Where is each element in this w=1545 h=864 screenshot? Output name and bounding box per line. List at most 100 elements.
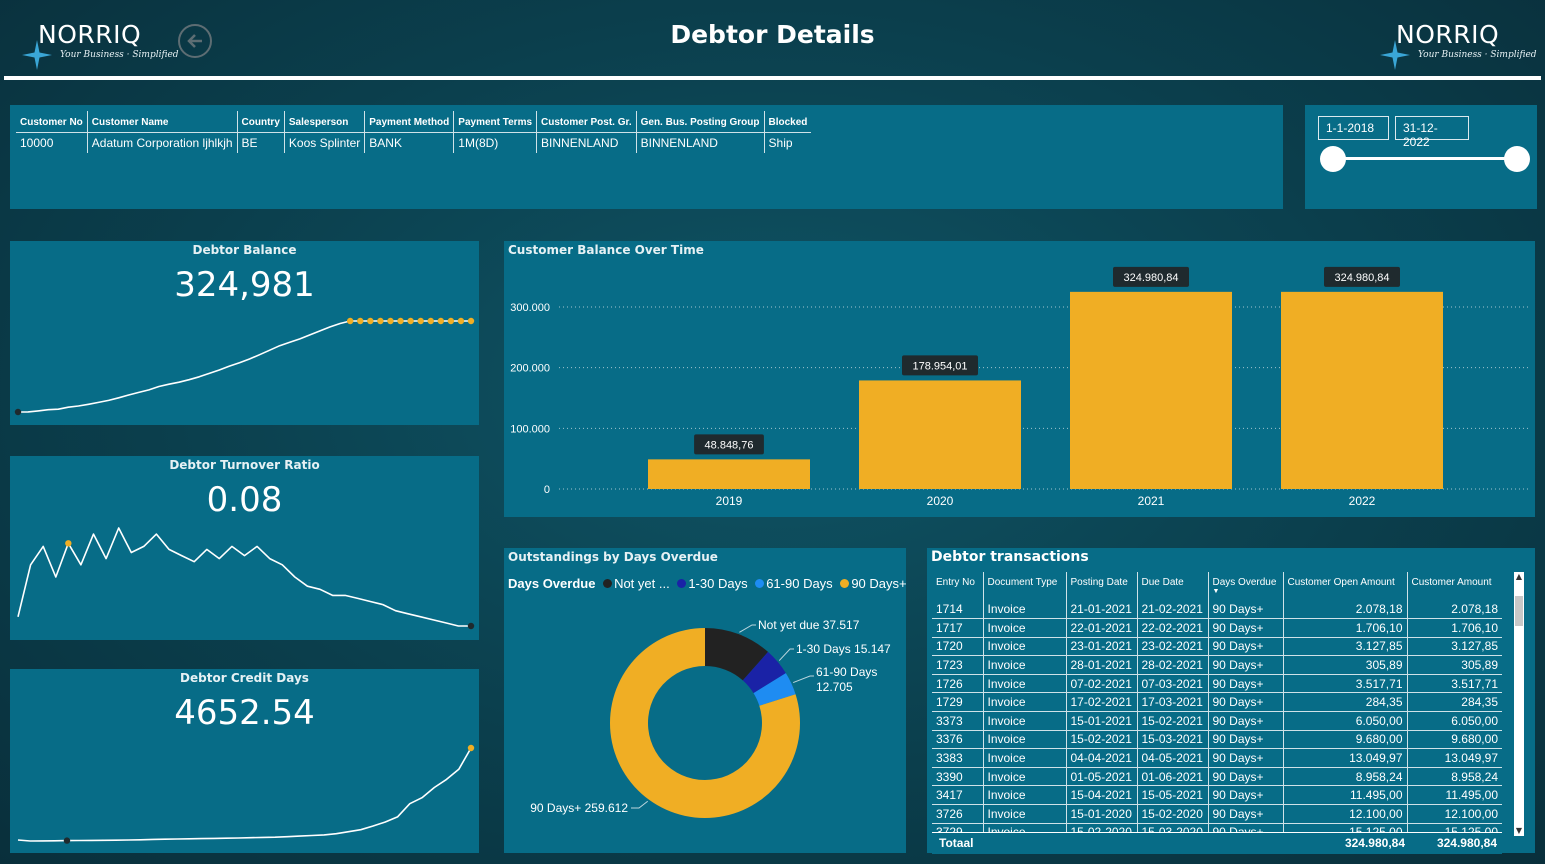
table-cell: 9.680,00 [1407, 730, 1502, 750]
y-tick-label: 300.000 [510, 302, 550, 314]
leader-line [631, 800, 649, 809]
table-cell: 13.049,97 [1283, 748, 1408, 768]
table-row[interactable]: 1723 Invoice 28-01-2021 28-02-2021 90 Days+ 3… [932, 655, 1502, 675]
table-cell: 8.958,24 [1283, 767, 1408, 787]
transactions-table-wrap: Entry No Document Type Posting Date Due Dat… [932, 572, 1502, 854]
scroll-thumb[interactable] [1515, 596, 1523, 626]
data-label: 48.848,76 [705, 439, 754, 451]
table-cell: 90 Days+ [1208, 692, 1284, 713]
table-row[interactable]: 3390 Invoice 01-05-2021 01-06-2021 90 Days+ 8… [932, 767, 1502, 787]
table-cell: Invoice [983, 785, 1067, 806]
table-cell: 3383 [932, 748, 984, 768]
column-header: Payment Terms [453, 111, 538, 133]
table-cell: 17-03-2021 [1137, 692, 1209, 713]
sparkline-marker [417, 317, 424, 325]
column-header: Country [237, 111, 285, 133]
legend-item-61-90-days[interactable]: 61-90 Days [766, 576, 833, 591]
sparkline-marker [397, 317, 404, 325]
transactions-scrollbar[interactable]: ▲ ▼ [1514, 572, 1524, 836]
table-cell: 1714 [932, 600, 984, 620]
column-header[interactable]: Days Overdue ▼ [1208, 572, 1284, 600]
bar-2019[interactable] [648, 459, 810, 489]
table-row[interactable]: 3383 Invoice 04-04-2021 04-05-2021 90 Days+ 1… [932, 748, 1502, 768]
kpi-title: Debtor Balance [192, 243, 297, 257]
table-cell: 1M(8D) [453, 132, 538, 153]
column-header[interactable]: Customer Open Amount [1283, 572, 1408, 600]
bar-2022[interactable] [1281, 291, 1443, 489]
table-cell: 284,35 [1407, 692, 1502, 713]
legend-item-not-yet-due[interactable]: Not yet ... [614, 576, 670, 591]
table-cell: 3.517,71 [1407, 674, 1502, 694]
slice-label: 90 Days+ 259.612 [530, 801, 628, 815]
sparkline-marker [387, 317, 394, 325]
table-cell: 3417 [932, 785, 984, 806]
table-cell: 23-01-2021 [1066, 637, 1138, 657]
legend-item-90-days-plus[interactable]: 90 Days+ [851, 576, 907, 591]
debtor-transactions-panel: Debtor transactions Entry No Document Typ… [927, 548, 1535, 854]
scroll-down-icon[interactable]: ▼ [1515, 826, 1523, 835]
transactions-table-header: Entry No Document Type Posting Date Due Dat… [932, 572, 1502, 600]
legend-dot [840, 579, 850, 588]
slice-label: 1-30 Days 15.147 [796, 642, 891, 656]
table-cell: 22-02-2021 [1137, 618, 1209, 638]
end-date-input[interactable]: 31-12-2022 [1395, 116, 1469, 149]
slice-61-90-days[interactable] [753, 673, 796, 706]
table-row[interactable]: 1729 Invoice 17-02-2021 17-03-2021 90 Days+ 2… [932, 692, 1502, 713]
table-cell: 3.127,85 [1407, 637, 1502, 657]
table-cell: 12.100,00 [1283, 804, 1408, 824]
bar-2020[interactable] [859, 380, 1021, 489]
kpi-value: 0.08 [206, 480, 283, 520]
sparkline-marker [357, 317, 364, 325]
table-row[interactable]: 3376 Invoice 15-02-2021 15-03-2021 90 Days+ 9… [932, 730, 1502, 750]
table-cell: 1729 [932, 692, 984, 713]
bar-2021[interactable] [1070, 291, 1232, 489]
table-cell: 1.706,10 [1283, 618, 1408, 638]
table-cell: 3.517,71 [1283, 674, 1408, 694]
logo-text: NORRIQ [38, 20, 142, 49]
table-cell: 1.706,10 [1407, 618, 1502, 638]
customer-table-row[interactable]: 10000 Adatum Corporation ljhlkjh BE Koos Sp… [16, 132, 811, 153]
legend-item-1-30-days[interactable]: 1-30 Days [688, 576, 748, 591]
start-date-input[interactable]: 1-1-2018 [1318, 116, 1389, 140]
column-header[interactable]: Posting Date [1066, 572, 1138, 600]
table-cell: 15-02-2021 [1066, 730, 1138, 750]
table-cell: 305,89 [1283, 655, 1408, 675]
table-row[interactable]: 3417 Invoice 15-04-2021 15-05-2021 90 Days+ 1… [932, 785, 1502, 806]
table-cell: 6.050,00 [1283, 711, 1408, 731]
table-row[interactable]: 1714 Invoice 21-01-2021 21-02-2021 90 Days+ 2… [932, 600, 1502, 620]
column-header[interactable]: Due Date [1137, 572, 1209, 600]
column-header: Payment Method [364, 111, 455, 133]
legend-title: Days Overdue [508, 576, 596, 591]
logo-text: NORRIQ [1396, 20, 1500, 49]
end-date-handle[interactable] [1504, 146, 1530, 172]
sort-desc-icon: ▼ [1212, 588, 1220, 595]
table-row[interactable]: 3726 Invoice 15-01-2020 15-02-2020 90 Days+ 1… [932, 804, 1502, 824]
sparkline-marker [427, 317, 434, 325]
column-header[interactable]: Entry No [932, 572, 984, 600]
table-row[interactable]: 1726 Invoice 07-02-2021 07-03-2021 90 Days+ 3… [932, 674, 1502, 694]
norriq-logo-right: NORRIQ Your Business · Simplified [1380, 18, 1537, 70]
slice-1-30-days[interactable] [742, 651, 786, 694]
scroll-up-icon[interactable]: ▲ [1515, 572, 1523, 581]
column-header[interactable]: Customer Amount [1407, 572, 1502, 600]
table-cell: 3390 [932, 767, 984, 787]
table-cell: 90 Days+ [1208, 674, 1284, 694]
back-button[interactable] [178, 24, 212, 58]
table-cell: 15-05-2021 [1137, 785, 1209, 806]
date-slider-track[interactable] [1333, 157, 1518, 160]
column-header[interactable]: Document Type [983, 572, 1067, 600]
slice-not-yet-due[interactable] [705, 628, 769, 681]
table-cell: Invoice [983, 730, 1067, 750]
total-label: Totaal [939, 836, 974, 850]
data-label: 324.980,84 [1123, 272, 1178, 284]
sparkline-marker [407, 317, 414, 325]
start-date-handle[interactable] [1320, 146, 1346, 172]
table-cell: 07-03-2021 [1137, 674, 1209, 694]
table-cell: 1723 [932, 655, 984, 675]
table-cell: 6.050,00 [1407, 711, 1502, 731]
slice-90-days-plus[interactable] [610, 628, 800, 818]
table-row[interactable]: 3373 Invoice 15-01-2021 15-02-2021 90 Days+ 6… [932, 711, 1502, 731]
table-row[interactable]: 1717 Invoice 22-01-2021 22-02-2021 90 Days+ 1… [932, 618, 1502, 638]
table-row[interactable]: 1720 Invoice 23-01-2021 23-02-2021 90 Days+ 3… [932, 637, 1502, 657]
table-cell: 90 Days+ [1208, 730, 1284, 750]
